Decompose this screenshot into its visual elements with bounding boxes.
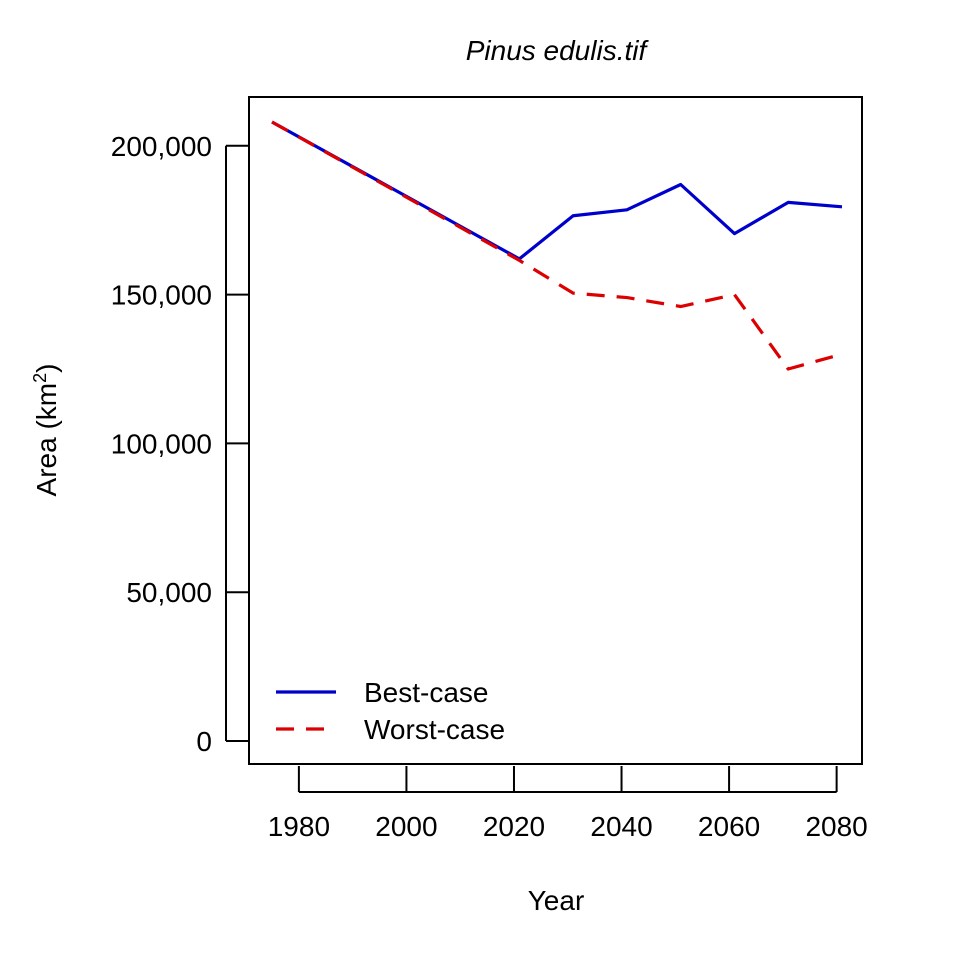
- x-tick-label: 2040: [590, 811, 652, 842]
- series-layer: [271, 120, 843, 371]
- x-tick-label: 2080: [805, 811, 867, 842]
- legend: Best-case Worst-case: [276, 677, 505, 745]
- y-tick-label: 150,000: [111, 280, 212, 311]
- x-tick-label: 2060: [698, 811, 760, 842]
- y-axis-label: Area (km2): [30, 364, 62, 497]
- series-line-best-case: [271, 120, 843, 261]
- legend-label: Worst-case: [364, 714, 505, 745]
- chart-title: Pinus edulis.tif: [466, 35, 650, 66]
- y-tick-label: 50,000: [126, 577, 212, 608]
- y-tick-label: 200,000: [111, 131, 212, 162]
- y-axis: 0 50,000 100,000 150,000 200,000: [111, 131, 249, 757]
- y-axis-label-superscript: 2: [30, 373, 50, 383]
- y-tick-label: 100,000: [111, 428, 212, 459]
- x-axis-label: Year: [528, 885, 585, 916]
- plot-frame: [248, 96, 863, 765]
- y-axis-label-main: Area (km: [31, 383, 62, 497]
- x-tick-label: 2000: [375, 811, 437, 842]
- x-tick-label: 2020: [483, 811, 545, 842]
- y-tick-label: 0: [196, 726, 212, 757]
- x-tick-label: 1980: [268, 811, 330, 842]
- x-axis: 1980 2000 2020 2040 2060 2080: [268, 766, 868, 842]
- y-axis-label-suffix: ): [31, 364, 62, 373]
- legend-label: Best-case: [364, 677, 489, 708]
- series-line-worst-case: [271, 120, 843, 371]
